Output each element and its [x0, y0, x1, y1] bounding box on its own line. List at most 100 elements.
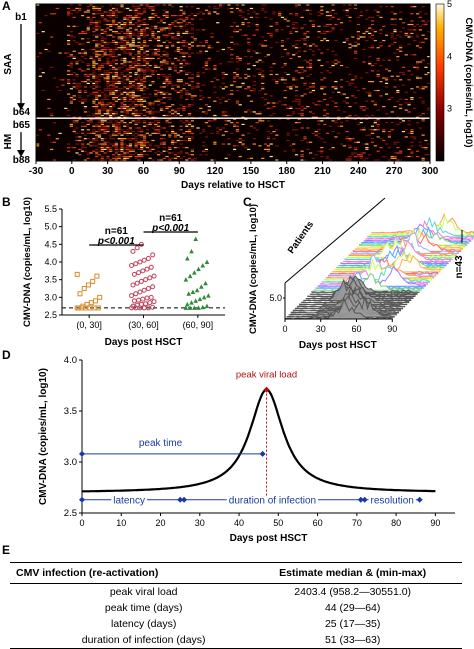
heatmap-cell	[376, 59, 380, 61]
latency-label: latency	[113, 496, 145, 507]
heatmap-cell	[308, 86, 313, 88]
heatmap-cell	[168, 125, 172, 127]
heatmap-cell	[407, 132, 411, 134]
heatmap-cell	[230, 7, 234, 10]
heatmap-cell	[173, 20, 178, 22]
heatmap-cell	[97, 122, 102, 124]
heatmap-cell	[140, 45, 144, 47]
y-axis-label: CMV-DNA (copies/mL, log10)	[248, 204, 259, 334]
heatmap-cell	[247, 13, 251, 15]
heatmap-cell	[109, 120, 113, 122]
heatmap-cell	[81, 122, 85, 124]
heatmap-cell	[331, 4, 335, 6]
heatmap-cell	[47, 134, 51, 136]
heatmap-cell	[227, 93, 231, 95]
heatmap-cell	[269, 32, 273, 35]
heatmap-cell	[109, 102, 113, 104]
heatmap-cell	[151, 111, 155, 113]
heatmap-cell	[185, 159, 189, 161]
heatmap-cell	[142, 9, 147, 11]
heatmap-cell	[272, 63, 276, 65]
heatmap-cell	[145, 4, 149, 6]
heatmap-cell	[50, 113, 54, 115]
data-point	[147, 275, 153, 281]
heatmap-cell	[173, 116, 178, 118]
heatmap-cell	[114, 95, 119, 97]
heatmap-cell	[165, 39, 169, 42]
heatmap-cell	[137, 114, 141, 117]
heatmap-cell	[337, 109, 341, 111]
heatmap-cell	[134, 143, 138, 145]
heatmap-cell	[303, 138, 307, 140]
heatmap-cell	[128, 66, 133, 68]
heatmap-cell	[75, 61, 79, 63]
heatmap-cell	[235, 89, 240, 92]
heatmap-cell	[123, 107, 127, 109]
heatmap-cell	[137, 130, 141, 133]
heatmap-cell	[78, 136, 82, 138]
heatmap-cell	[95, 47, 99, 49]
heatmap-cell	[185, 18, 189, 20]
heatmap-cell	[128, 27, 133, 29]
heatmap-cell	[61, 79, 65, 81]
heatmap-cell	[97, 127, 102, 129]
heatmap-cell	[370, 138, 375, 140]
heatmap-cell	[131, 93, 135, 95]
ridge-series	[323, 258, 433, 281]
heatmap-cell	[168, 105, 172, 108]
heatmap-cell	[72, 120, 76, 122]
heatmap-cell	[182, 45, 186, 47]
heatmap-cell	[111, 81, 116, 83]
heatmap-cell	[171, 38, 175, 40]
heatmap-cell	[109, 54, 113, 56]
heatmap-cell	[145, 54, 149, 56]
heatmap-cell	[106, 111, 110, 113]
heatmap-cell	[179, 120, 183, 122]
heatmap-cell	[294, 95, 299, 97]
heatmap-cell	[247, 88, 251, 90]
heatmap-cell	[252, 64, 256, 67]
heatmap-cell	[142, 36, 147, 38]
heatmap-cell	[157, 38, 161, 40]
heatmap-cell	[97, 9, 102, 11]
data-point	[77, 291, 83, 297]
heatmap-cell	[317, 120, 321, 122]
heatmap-cell	[126, 111, 130, 113]
heatmap-cell	[300, 16, 304, 18]
heatmap-cell	[117, 54, 121, 56]
heatmap-cell	[308, 13, 313, 15]
heatmap-cell	[131, 57, 135, 60]
heatmap-cell	[173, 154, 178, 156]
heatmap-cell	[354, 141, 358, 143]
heatmap-cell	[320, 52, 324, 54]
heatmap-cell	[213, 100, 217, 102]
heatmap-cell	[190, 88, 194, 90]
heatmap-cell	[137, 59, 141, 61]
heatmap-cell	[404, 54, 408, 56]
heatmap-cell	[247, 148, 251, 150]
heatmap-cell	[117, 148, 121, 150]
heatmap-cell	[100, 125, 104, 127]
heatmap-cell	[351, 138, 355, 140]
heatmap-cell	[95, 6, 99, 8]
heatmap-cell	[176, 15, 180, 17]
heatmap-cell	[294, 79, 299, 81]
heatmap-cell	[72, 147, 76, 149]
heatmap-cell	[100, 148, 104, 150]
heatmap-cell	[128, 139, 133, 142]
heatmap-cell	[81, 61, 85, 63]
heatmap-cell	[75, 132, 79, 134]
heatmap-cell	[308, 66, 313, 68]
heatmap-cell	[269, 18, 273, 20]
heatmap-cell	[128, 64, 133, 67]
heatmap-cell	[314, 116, 318, 118]
x-tick-label: 20	[156, 518, 166, 528]
heatmap-cell	[266, 138, 270, 140]
heatmap-cell	[106, 145, 110, 147]
heatmap-cell	[92, 48, 96, 51]
heatmap-cell	[404, 129, 408, 131]
heatmap-cell	[286, 118, 290, 120]
heatmap-cell	[114, 47, 119, 49]
heatmap-cell	[261, 36, 265, 38]
heatmap-cell	[157, 98, 161, 101]
